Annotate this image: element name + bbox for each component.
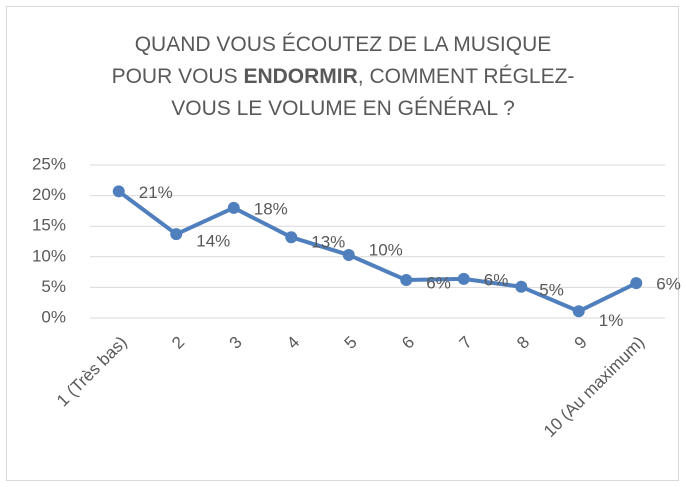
data-label: 6% xyxy=(656,275,681,294)
y-tick-label: 5% xyxy=(41,277,66,296)
title-segment: VOUS LE VOLUME EN GÉNÉRAL ? xyxy=(171,97,515,120)
data-label: 14% xyxy=(196,232,230,251)
data-point xyxy=(227,201,240,214)
data-label: 6% xyxy=(426,274,451,293)
data-point xyxy=(400,274,413,287)
data-label: 1% xyxy=(599,311,624,330)
chart-border xyxy=(6,6,679,481)
chart-title: VOUS LE VOLUME EN GÉNÉRAL ? xyxy=(171,97,515,120)
title-segment: QUAND VOUS ÉCOUTEZ DE LA MUSIQUE xyxy=(135,33,552,56)
data-label: 10% xyxy=(369,240,403,259)
data-point xyxy=(285,231,298,244)
y-tick-label: 15% xyxy=(32,216,66,235)
data-point xyxy=(457,272,470,285)
data-point xyxy=(112,185,125,198)
data-label: 18% xyxy=(254,199,288,218)
data-label: 21% xyxy=(139,183,173,202)
chart-title: POUR VOUS ENDORMIR, COMMENT RÉGLEZ- xyxy=(112,65,575,88)
data-point xyxy=(342,248,355,261)
title-segment: ENDORMIR xyxy=(243,65,357,88)
y-tick-label: 0% xyxy=(41,307,66,326)
data-label: 5% xyxy=(539,280,564,299)
data-point xyxy=(170,228,183,241)
y-tick-label: 10% xyxy=(32,246,66,265)
chart-title: QUAND VOUS ÉCOUTEZ DE LA MUSIQUE xyxy=(135,33,552,56)
title-segment: , COMMENT RÉGLEZ- xyxy=(358,65,575,88)
data-point xyxy=(515,280,528,293)
y-tick-label: 25% xyxy=(32,154,66,173)
data-label: 13% xyxy=(311,233,345,252)
data-point xyxy=(572,305,585,318)
data-line xyxy=(117,189,638,314)
data-label: 6% xyxy=(484,270,509,289)
y-tick-label: 20% xyxy=(32,185,66,204)
title-segment: POUR VOUS xyxy=(112,65,244,88)
data-point xyxy=(630,277,643,290)
